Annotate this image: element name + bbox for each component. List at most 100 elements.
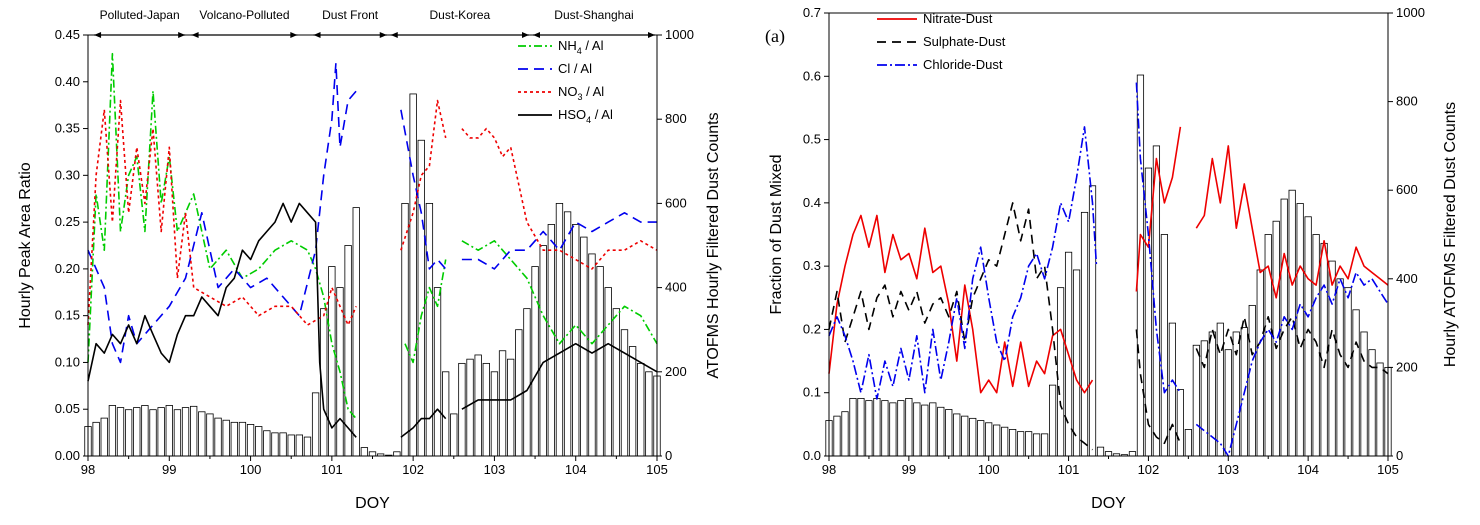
series-line [87,99,658,326]
dust-count-bar [165,405,173,457]
x-tick-label: 100 [240,462,262,477]
x-tick-label: 105 [1377,462,1399,477]
dust-count-bar [945,409,953,457]
legend-label: Cl / Al [558,61,592,76]
dust-count-bar [1352,309,1360,457]
dust-count-bar [507,358,515,457]
dust-count-bar [311,392,320,457]
dust-count-bar [1096,446,1105,457]
dust-count-bar [303,436,312,457]
dust-count-bar [1224,349,1232,457]
dust-count-bar [969,417,977,457]
x-tick-label: 98 [822,462,836,477]
y2-tick-label: 1000 [665,27,694,42]
dust-count-bar [1336,278,1344,457]
series-line [828,202,1389,451]
y-tick-label: 0.25 [55,214,80,229]
dust-count-bar [531,266,539,457]
dust-count-bar [645,371,653,457]
dust-count-bar [206,413,214,457]
dust-count-bar [572,224,580,457]
dust-count-bar [620,329,629,457]
dust-count-bar [563,211,572,457]
segment-arrowhead-right [290,32,298,38]
legend-label: Chloride-Dust [923,57,1003,72]
y2-tick-label: 600 [665,195,687,210]
dust-count-bar [1056,287,1065,457]
dust-count-bar [1049,384,1057,457]
dust-count-bar [141,405,149,457]
dust-count-bar [181,407,190,457]
y2-axis-label: Hourly ATOFMS Filtered Dust Counts [1442,102,1459,367]
x-tick-label: 99 [162,462,176,477]
dust-count-bar [953,413,961,457]
legend-label: Nitrate-Dust [923,11,993,26]
dust-count-bar [921,404,929,457]
y-tick-label: 0.3 [803,258,821,273]
dust-count-bar [1072,269,1081,457]
segment-arrowhead-left [313,32,321,38]
x-tick-label: 101 [1058,462,1080,477]
dust-count-bar [1041,433,1049,457]
segment-arrowhead-right [379,32,387,38]
dust-count-bar [173,409,182,457]
segment-label: Polluted-Japan [100,8,180,22]
segment-arrowhead-left [533,32,541,38]
x-tick-label: 102 [1138,462,1160,477]
dust-count-bar [295,434,303,457]
dust-count-bar [873,398,881,457]
dust-count-bar [937,406,945,457]
right-panel: 98 99 100 101 102 103 104 105 0.0 0.1 0.2 0.3 0.4 0.5… [765,5,1459,512]
dust-count-bar [1376,362,1384,457]
dust-count-bar [857,398,865,457]
legend-label: NO3 / Al [558,84,604,102]
dust-count-bar [985,422,993,457]
dust-count-bar [1360,331,1368,457]
y-tick-label: 0.0 [803,448,821,463]
segment-arrowhead-left [191,32,199,38]
y-tick-label: 0.20 [55,261,80,276]
dust-count-bar [1328,260,1336,457]
dust-count-bar [1168,322,1176,457]
segment-arrowhead-left [390,32,398,38]
dust-count-bar [393,451,401,457]
y-axis-label: Fraction of Dust Mixed [768,154,785,314]
dust-count-bar [1104,451,1113,457]
dust-count-bar [238,421,247,457]
dust-count-bar [1128,451,1137,457]
series-line [87,52,658,420]
y-tick-label: 0.00 [55,448,80,463]
dust-count-bar [255,426,263,457]
dust-count-bar [539,245,547,457]
series-line [828,126,1389,394]
dust-count-bar [92,421,100,457]
dust-count-bar [849,398,857,457]
y-tick-label: 0.4 [803,195,821,210]
dust-count-bar [466,358,474,457]
dust-count-bar [555,202,564,457]
y2-tick-label: 800 [665,111,687,126]
legend-label: Sulphate-Dust [923,34,1006,49]
dust-count-bar [929,402,937,457]
x-tick-label: 99 [902,462,916,477]
y-tick-label: 0.30 [55,167,80,182]
dust-count-bar [1344,287,1352,457]
y-tick-label: 0.1 [803,385,821,400]
x-tick-label: 101 [321,462,343,477]
series-line [87,202,658,438]
dust-count-bar [628,346,637,457]
y-tick-label: 0.5 [803,132,821,147]
dust-count-bar [961,415,969,457]
dust-count-bar [1001,426,1009,457]
y-tick-label: 0.6 [803,68,821,83]
dust-count-bar [450,413,458,457]
dust-count-bar [271,432,279,457]
dust-count-bar [1248,304,1256,457]
dust-count-bar [897,400,905,457]
x-axis-label: DOY [355,495,390,512]
dust-count-bar [230,421,238,457]
y2-tick-label: 200 [1396,359,1418,374]
dust-count-bar [637,362,645,457]
y2-tick-label: 0 [665,448,672,463]
